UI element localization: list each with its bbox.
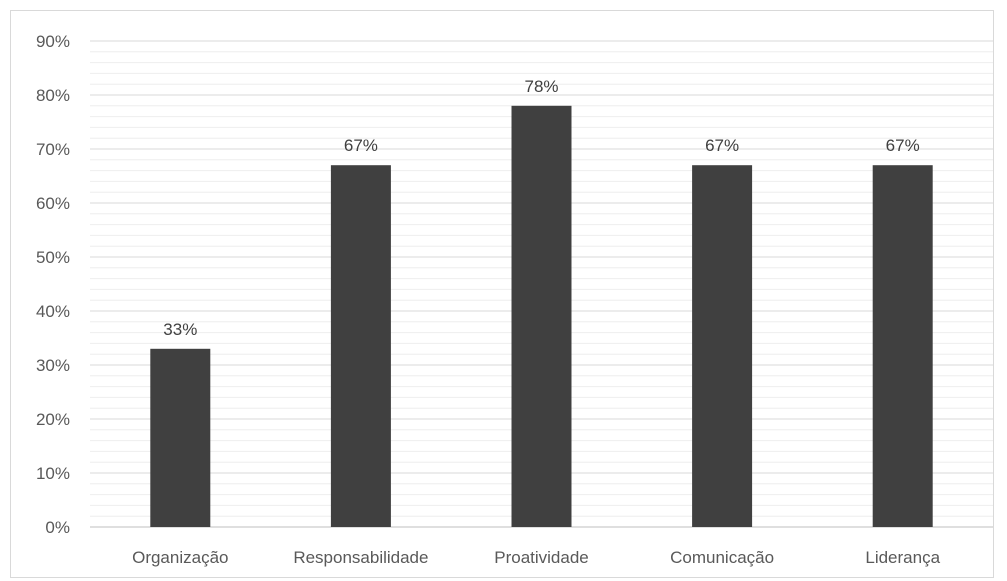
category-label-1: Responsabilidade	[293, 548, 428, 567]
data-label-0: 33%	[163, 320, 197, 339]
y-tick-label: 10%	[36, 464, 70, 483]
category-label-3: Comunicação	[670, 548, 774, 567]
y-tick-label: 0%	[45, 518, 70, 537]
y-tick-label: 40%	[36, 302, 70, 321]
bar-1	[331, 165, 391, 527]
bars	[150, 106, 932, 527]
y-tick-label: 60%	[36, 194, 70, 213]
y-tick-label: 30%	[36, 356, 70, 375]
bar-3	[692, 165, 752, 527]
y-tick-label: 20%	[36, 410, 70, 429]
data-label-4: 67%	[886, 136, 920, 155]
data-label-1: 67%	[344, 136, 378, 155]
bar-2	[512, 106, 572, 527]
category-label-2: Proatividade	[494, 548, 589, 567]
data-label-2: 78%	[524, 77, 558, 96]
bar-4	[873, 165, 933, 527]
y-tick-label: 80%	[36, 86, 70, 105]
y-axis-ticks: 0% 10% 20% 30% 40% 50% 60% 70% 80% 90%	[36, 32, 70, 537]
category-label-0: Organização	[132, 548, 228, 567]
x-axis-categories: Organização Responsabilidade Proatividade C…	[132, 548, 940, 567]
y-tick-label: 70%	[36, 140, 70, 159]
category-label-4: Liderança	[865, 548, 940, 567]
bar-0	[150, 349, 210, 527]
y-tick-label: 50%	[36, 248, 70, 267]
y-tick-label: 90%	[36, 32, 70, 51]
data-label-3: 67%	[705, 136, 739, 155]
